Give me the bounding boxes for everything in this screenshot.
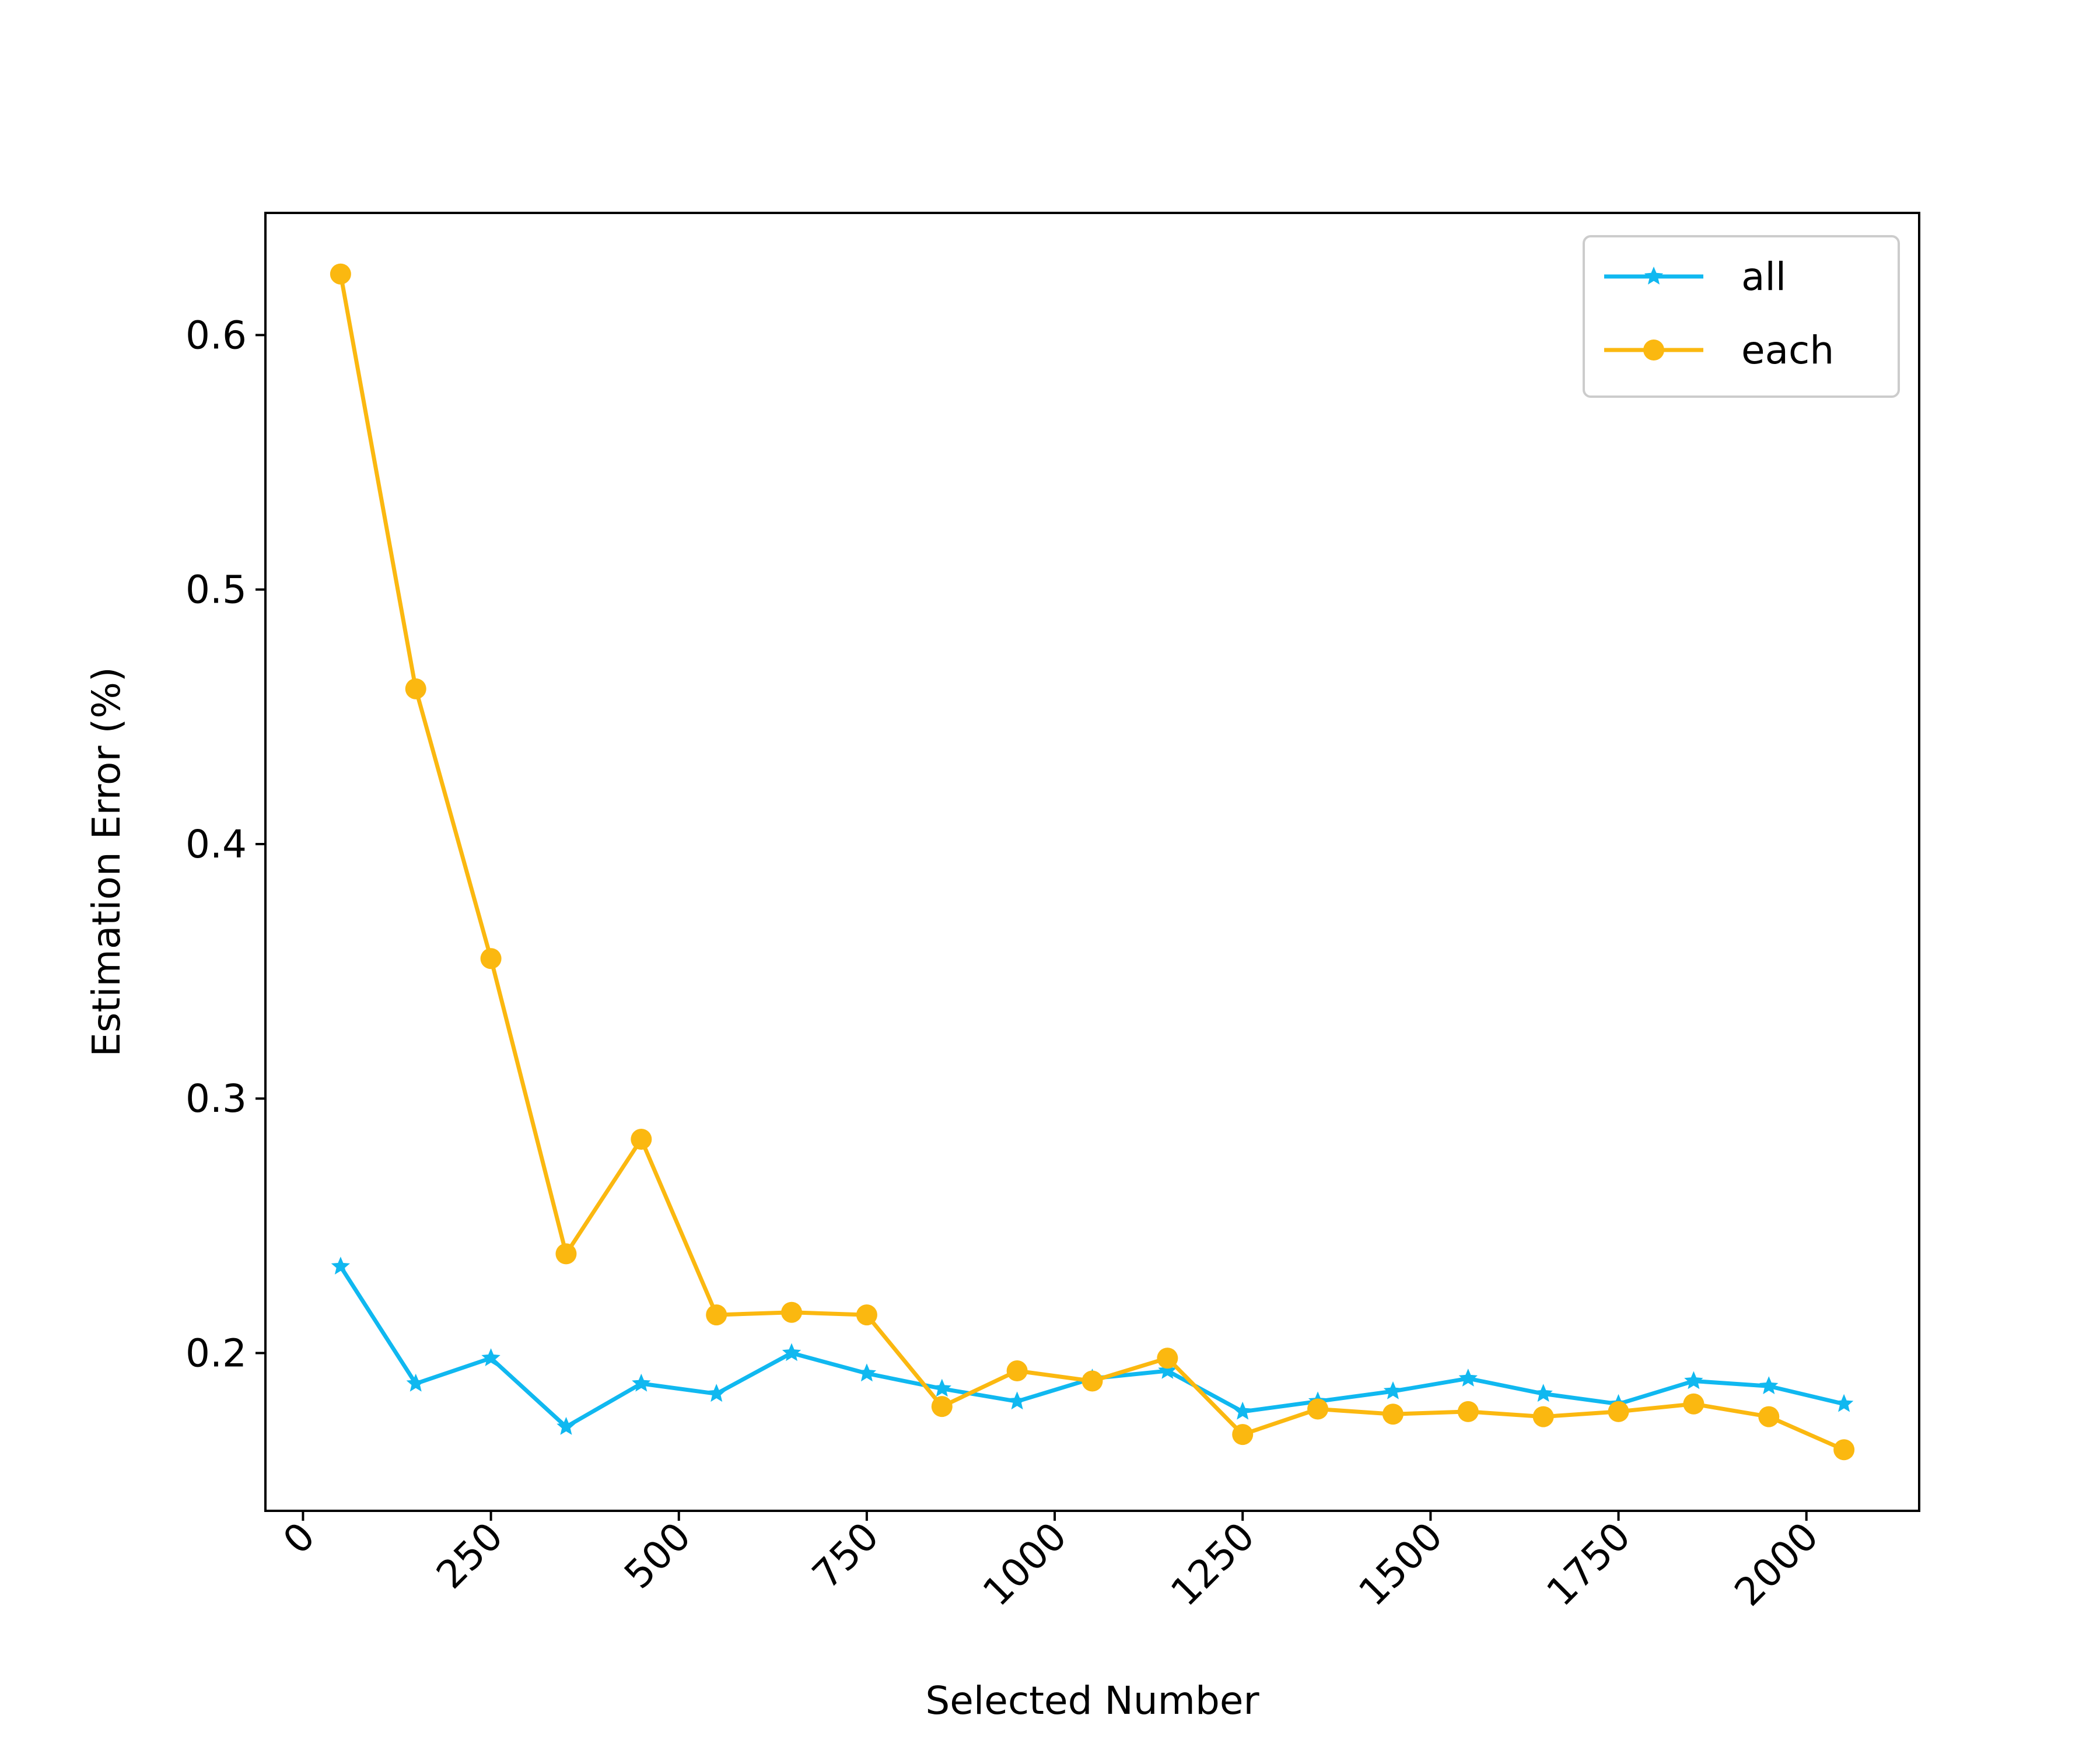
- data-point-all: [481, 1348, 501, 1366]
- data-point-all: [1383, 1381, 1403, 1399]
- y-axis: 0.2 0.3 0.4 0.5 0.6: [186, 313, 265, 1376]
- y-tick-label: 0.6: [186, 313, 247, 358]
- data-point-all: [707, 1384, 726, 1402]
- data-point-all: [782, 1343, 802, 1362]
- y-axis-label: Estimation Error (%): [84, 667, 129, 1057]
- data-point-each: [1758, 1406, 1780, 1427]
- y-tick-label: 0.4: [186, 822, 247, 867]
- data-point-each: [1532, 1406, 1554, 1427]
- data-point-each: [330, 263, 351, 285]
- data-point-each: [1307, 1398, 1329, 1420]
- data-point-all: [1684, 1371, 1703, 1390]
- series-each: [330, 263, 1855, 1461]
- legend-label-each: each: [1741, 328, 1834, 373]
- data-point-each: [555, 1243, 577, 1265]
- data-point-each: [1382, 1404, 1404, 1425]
- data-point-each: [706, 1304, 727, 1326]
- data-point-each: [480, 948, 502, 970]
- data-point-each: [856, 1304, 877, 1326]
- legend-entry-all: all: [1604, 254, 1786, 299]
- data-point-all: [1233, 1401, 1252, 1420]
- data-point-all: [1158, 1361, 1177, 1379]
- data-point-each: [1833, 1439, 1855, 1461]
- data-point-all: [1007, 1391, 1027, 1410]
- data-point-all: [857, 1363, 877, 1382]
- data-point-all: [1759, 1376, 1779, 1394]
- data-point-each: [631, 1129, 652, 1150]
- data-point-each: [1157, 1348, 1178, 1369]
- data-point-all: [331, 1256, 350, 1275]
- data-point-all: [932, 1378, 951, 1397]
- data-point-each: [1608, 1401, 1629, 1422]
- y-tick-label: 0.5: [186, 568, 247, 612]
- data-point-all: [1835, 1394, 1854, 1412]
- series-layer: [330, 263, 1855, 1461]
- data-point-all: [556, 1417, 576, 1435]
- data-point-each: [1457, 1401, 1479, 1422]
- data-point-each: [405, 678, 426, 699]
- data-point-each: [1232, 1424, 1254, 1446]
- data-point-each: [781, 1301, 803, 1323]
- data-point-each: [1683, 1393, 1704, 1415]
- legend-label-all: all: [1741, 254, 1786, 299]
- data-point-each: [1082, 1370, 1103, 1392]
- y-tick-label: 0.3: [186, 1076, 247, 1121]
- data-point-all: [1534, 1384, 1553, 1402]
- legend-marker-all: [1644, 267, 1664, 285]
- data-point-all: [632, 1373, 651, 1392]
- y-tick-label: 0.2: [186, 1331, 247, 1376]
- legend-entry-each: each: [1604, 328, 1834, 373]
- plot-area-frame: [264, 212, 1920, 1512]
- legend-marker-each: [1643, 340, 1664, 360]
- data-point-all: [406, 1373, 425, 1392]
- x-axis-label: Selected Number: [925, 1678, 1259, 1723]
- legend: all each: [1583, 235, 1900, 398]
- data-point-each: [1006, 1360, 1028, 1382]
- data-point-all: [1458, 1368, 1478, 1387]
- data-point-each: [931, 1396, 953, 1418]
